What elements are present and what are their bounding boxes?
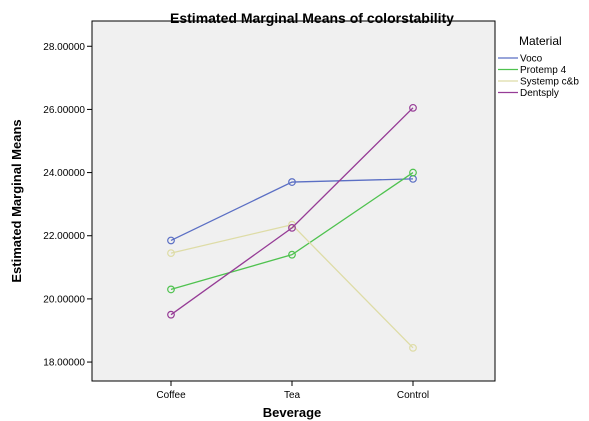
legend-entry-label: Dentsply (520, 88, 559, 99)
data-point-marker (167, 285, 175, 294)
data-point-marker (288, 250, 296, 259)
chart-title: Estimated Marginal Means of colorstabili… (170, 10, 454, 26)
x-tick-label: Control (397, 390, 429, 401)
data-point-marker (167, 249, 175, 258)
x-tick-label: Coffee (156, 390, 186, 401)
y-tick-label: 20.00000 (43, 294, 85, 305)
series-lines (167, 103, 417, 352)
legend-entry-label: Systemp c&b (520, 77, 579, 88)
series-line-voco (170, 178, 414, 242)
data-point-marker (288, 223, 296, 232)
data-point-marker (288, 178, 296, 186)
legend-entry-label: Voco (520, 54, 543, 65)
series-line-dentsply (170, 107, 414, 316)
y-tick-label: 26.00000 (43, 105, 85, 116)
data-point-marker (409, 168, 417, 177)
x-axis-ticks: Coffee Tea Control (156, 381, 429, 401)
y-axis-title: Estimated Marginal Means (9, 119, 24, 282)
data-point-marker (167, 236, 175, 245)
x-axis-title: Beverage (263, 405, 322, 420)
data-point-marker (409, 343, 417, 352)
y-tick-label: 18.00000 (43, 358, 85, 369)
series-line-protemp-4 (170, 172, 414, 291)
legend-title: Material (519, 34, 562, 48)
y-axis-ticks: 18.00000 20.00000 22.00000 24.00000 26.00000… (43, 42, 92, 369)
data-point-marker (167, 310, 175, 319)
y-tick-label: 28.00000 (43, 42, 85, 53)
y-tick-label: 24.00000 (43, 168, 85, 179)
data-point-marker (409, 103, 417, 112)
y-tick-label: 22.00000 (43, 231, 85, 242)
x-tick-label: Tea (284, 390, 301, 401)
legend-entry-label: Protemp 4 (520, 65, 567, 76)
plot-area (91, 20, 496, 382)
